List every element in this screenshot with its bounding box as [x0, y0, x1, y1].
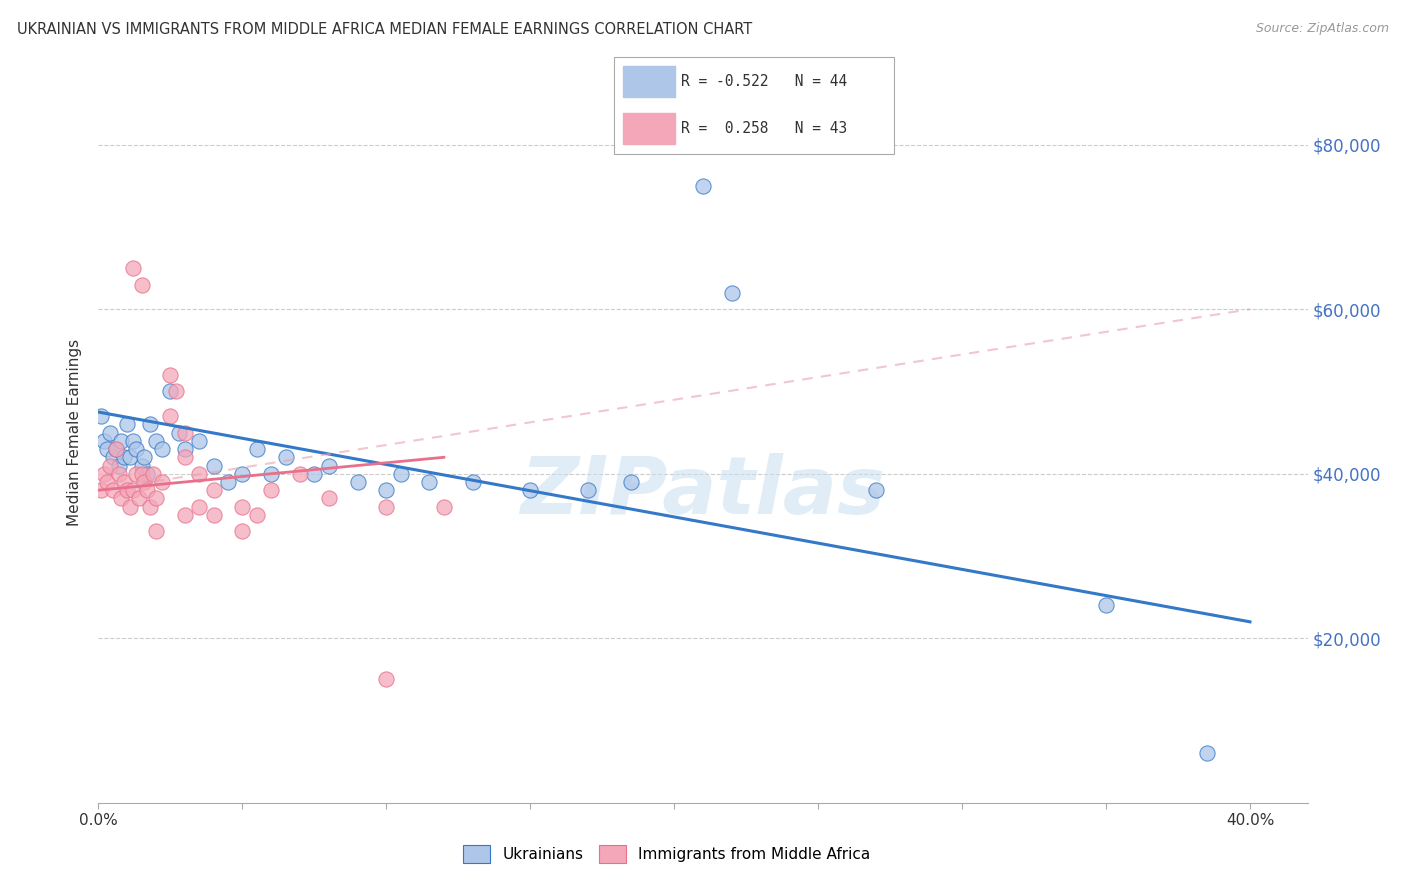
Point	[125, 467, 148, 481]
Point	[145, 491, 167, 506]
Point	[188, 500, 211, 514]
Point	[134, 475, 156, 489]
Point	[274, 450, 297, 465]
Point	[90, 409, 112, 424]
Text: Source: ZipAtlas.com: Source: ZipAtlas.com	[1256, 22, 1389, 36]
Point	[260, 483, 283, 498]
Point	[93, 467, 115, 481]
Point	[96, 475, 118, 489]
Point	[202, 458, 225, 473]
Point	[131, 277, 153, 292]
Point	[90, 483, 112, 498]
Text: R = -0.522   N = 44: R = -0.522 N = 44	[681, 74, 846, 88]
Point	[112, 450, 135, 465]
Point	[865, 483, 887, 498]
Point	[519, 483, 541, 498]
Y-axis label: Median Female Earnings: Median Female Earnings	[67, 339, 83, 526]
Point	[720, 285, 742, 300]
Point	[1095, 599, 1118, 613]
Point	[101, 450, 124, 465]
Legend: Ukrainians, Immigrants from Middle Africa: Ukrainians, Immigrants from Middle Afric…	[457, 839, 877, 869]
Point	[145, 524, 167, 539]
Point	[101, 483, 124, 498]
Point	[461, 475, 484, 489]
Point	[692, 178, 714, 193]
Point	[104, 442, 127, 456]
Point	[173, 442, 195, 456]
Point	[389, 467, 412, 481]
Point	[134, 450, 156, 465]
Point	[115, 417, 138, 432]
Text: UKRAINIAN VS IMMIGRANTS FROM MIDDLE AFRICA MEDIAN FEMALE EARNINGS CORRELATION CH: UKRAINIAN VS IMMIGRANTS FROM MIDDLE AFRI…	[17, 22, 752, 37]
Point	[375, 500, 398, 514]
Point	[260, 467, 283, 481]
Point	[304, 467, 326, 481]
Point	[167, 425, 190, 440]
Point	[104, 442, 127, 456]
Point	[217, 475, 239, 489]
Point	[173, 450, 195, 465]
Point	[107, 458, 129, 473]
Point	[165, 384, 187, 399]
Point	[139, 417, 162, 432]
Point	[120, 450, 142, 465]
Point	[98, 458, 121, 473]
Point	[246, 442, 269, 456]
Point	[375, 483, 398, 498]
Point	[346, 475, 368, 489]
Point	[98, 425, 121, 440]
Point	[139, 500, 162, 514]
Point	[418, 475, 440, 489]
Point	[112, 475, 135, 489]
Point	[136, 483, 159, 498]
FancyBboxPatch shape	[614, 56, 894, 154]
Point	[96, 442, 118, 456]
Point	[145, 434, 167, 448]
Point	[150, 475, 173, 489]
Point	[131, 458, 153, 473]
Bar	[623, 113, 675, 144]
Point	[318, 458, 340, 473]
Point	[231, 500, 253, 514]
Point	[433, 500, 456, 514]
Point	[202, 483, 225, 498]
Point	[231, 524, 253, 539]
Point	[188, 467, 211, 481]
Point	[1195, 747, 1218, 761]
Point	[122, 261, 145, 276]
Point	[318, 491, 340, 506]
Point	[159, 384, 181, 399]
Bar	[623, 66, 675, 96]
Point	[107, 467, 129, 481]
Point	[150, 442, 173, 456]
Point	[202, 508, 225, 522]
Point	[93, 434, 115, 448]
Point	[122, 434, 145, 448]
Point	[110, 434, 132, 448]
Point	[128, 491, 150, 506]
Point	[231, 467, 253, 481]
Point	[115, 483, 138, 498]
Point	[120, 500, 142, 514]
Point	[159, 368, 181, 382]
Point	[375, 673, 398, 687]
Point	[620, 475, 643, 489]
Text: ZIPatlas: ZIPatlas	[520, 453, 886, 531]
Point	[125, 442, 148, 456]
Point	[142, 467, 165, 481]
Point	[188, 434, 211, 448]
Point	[131, 467, 153, 481]
Point	[159, 409, 181, 424]
Point	[122, 483, 145, 498]
Point	[576, 483, 599, 498]
Point	[246, 508, 269, 522]
Point	[173, 508, 195, 522]
Point	[173, 425, 195, 440]
Point	[288, 467, 311, 481]
Point	[136, 467, 159, 481]
Point	[110, 491, 132, 506]
Text: R =  0.258   N = 43: R = 0.258 N = 43	[681, 121, 846, 136]
